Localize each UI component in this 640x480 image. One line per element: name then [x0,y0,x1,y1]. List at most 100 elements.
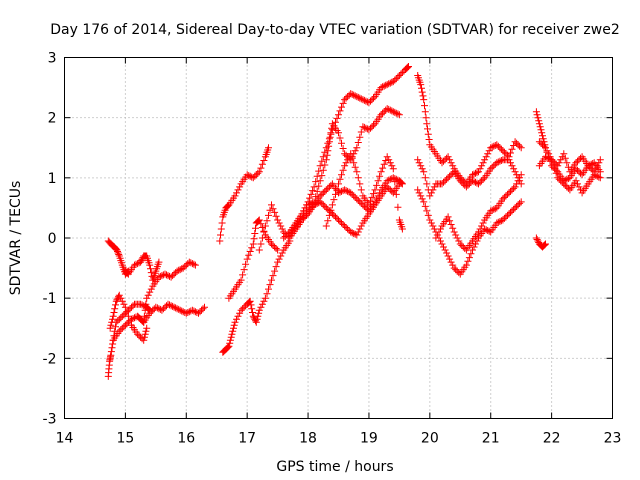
series-track-15 [414,72,525,188]
data-point [170,303,178,311]
data-point [338,219,345,227]
data-point [586,161,594,169]
data-point [577,186,584,194]
data-point [217,225,225,233]
data-point [589,160,597,167]
x-tick-label: 19 [360,431,378,447]
data-point [344,93,352,101]
data-point [405,63,412,70]
data-point [324,205,332,213]
data-point [398,225,406,233]
data-point [551,165,559,173]
data-point [344,225,352,233]
data-point [257,303,265,311]
x-tick-label: 15 [116,431,134,447]
data-point [306,194,314,202]
data-point [190,260,198,268]
data-point [371,186,379,194]
data-point [275,255,283,263]
data-point [376,172,384,180]
data-point [447,221,455,228]
data-point [541,241,549,249]
data-point [446,255,454,263]
data-point [488,206,496,214]
data-point [120,323,128,331]
x-tick-label: 20 [421,431,439,447]
data-point [513,139,521,147]
data-point [338,171,345,179]
data-point [379,164,387,172]
data-point [564,175,572,183]
data-point [239,305,247,313]
series-track-3 [106,291,151,344]
data-point [332,118,339,126]
data-point [274,216,282,224]
data-point [423,207,431,215]
data-point [414,156,422,164]
data-point [484,227,492,234]
data-point [533,236,541,243]
data-point [502,213,510,221]
data-point [350,159,358,167]
data-point [537,139,545,147]
data-point [266,281,274,289]
data-point [144,305,152,313]
data-point [368,193,376,201]
data-point [198,306,205,314]
data-point [441,246,449,254]
data-point [510,184,518,192]
data-point [469,171,476,179]
data-point [335,180,342,188]
data-point [479,175,487,183]
data-point [516,199,524,207]
data-point [444,153,452,161]
data-point [420,168,428,176]
data-point [229,327,237,335]
data-point [437,237,444,245]
data-point [280,228,288,236]
data-point [464,181,472,189]
plot-frame [64,57,613,419]
data-point [424,211,432,219]
data-point [258,224,266,231]
data-point [490,205,498,213]
data-point [182,261,190,269]
data-point [487,165,495,173]
data-point [452,231,460,239]
data-point [149,306,157,314]
data-point [577,154,584,162]
data-point [535,117,543,125]
data-point [312,193,320,201]
y-tick-label: 3 [48,51,57,67]
data-point [167,273,175,281]
data-point [347,228,355,236]
data-point [417,192,425,200]
data-point [351,92,359,100]
data-point [310,183,318,191]
data-point [335,216,342,224]
data-point [449,224,457,232]
data-point [338,139,345,147]
data-point [532,234,540,242]
data-point [465,180,473,188]
data-point [478,177,486,185]
data-point [595,173,603,181]
data-point [563,159,571,167]
data-point [538,129,546,137]
data-point [472,169,479,177]
data-point [348,154,356,162]
data-point [240,266,248,274]
y-tick-label: -1 [43,291,57,307]
data-point [357,95,365,103]
data-point [596,174,604,182]
data-point [392,75,400,83]
data-point [234,186,242,194]
data-point [353,144,361,152]
data-point [513,180,521,188]
data-point [542,144,549,152]
data-point [328,201,336,209]
data-point [126,305,134,313]
data-point [488,163,496,171]
data-point [233,315,240,323]
data-point [487,207,495,215]
